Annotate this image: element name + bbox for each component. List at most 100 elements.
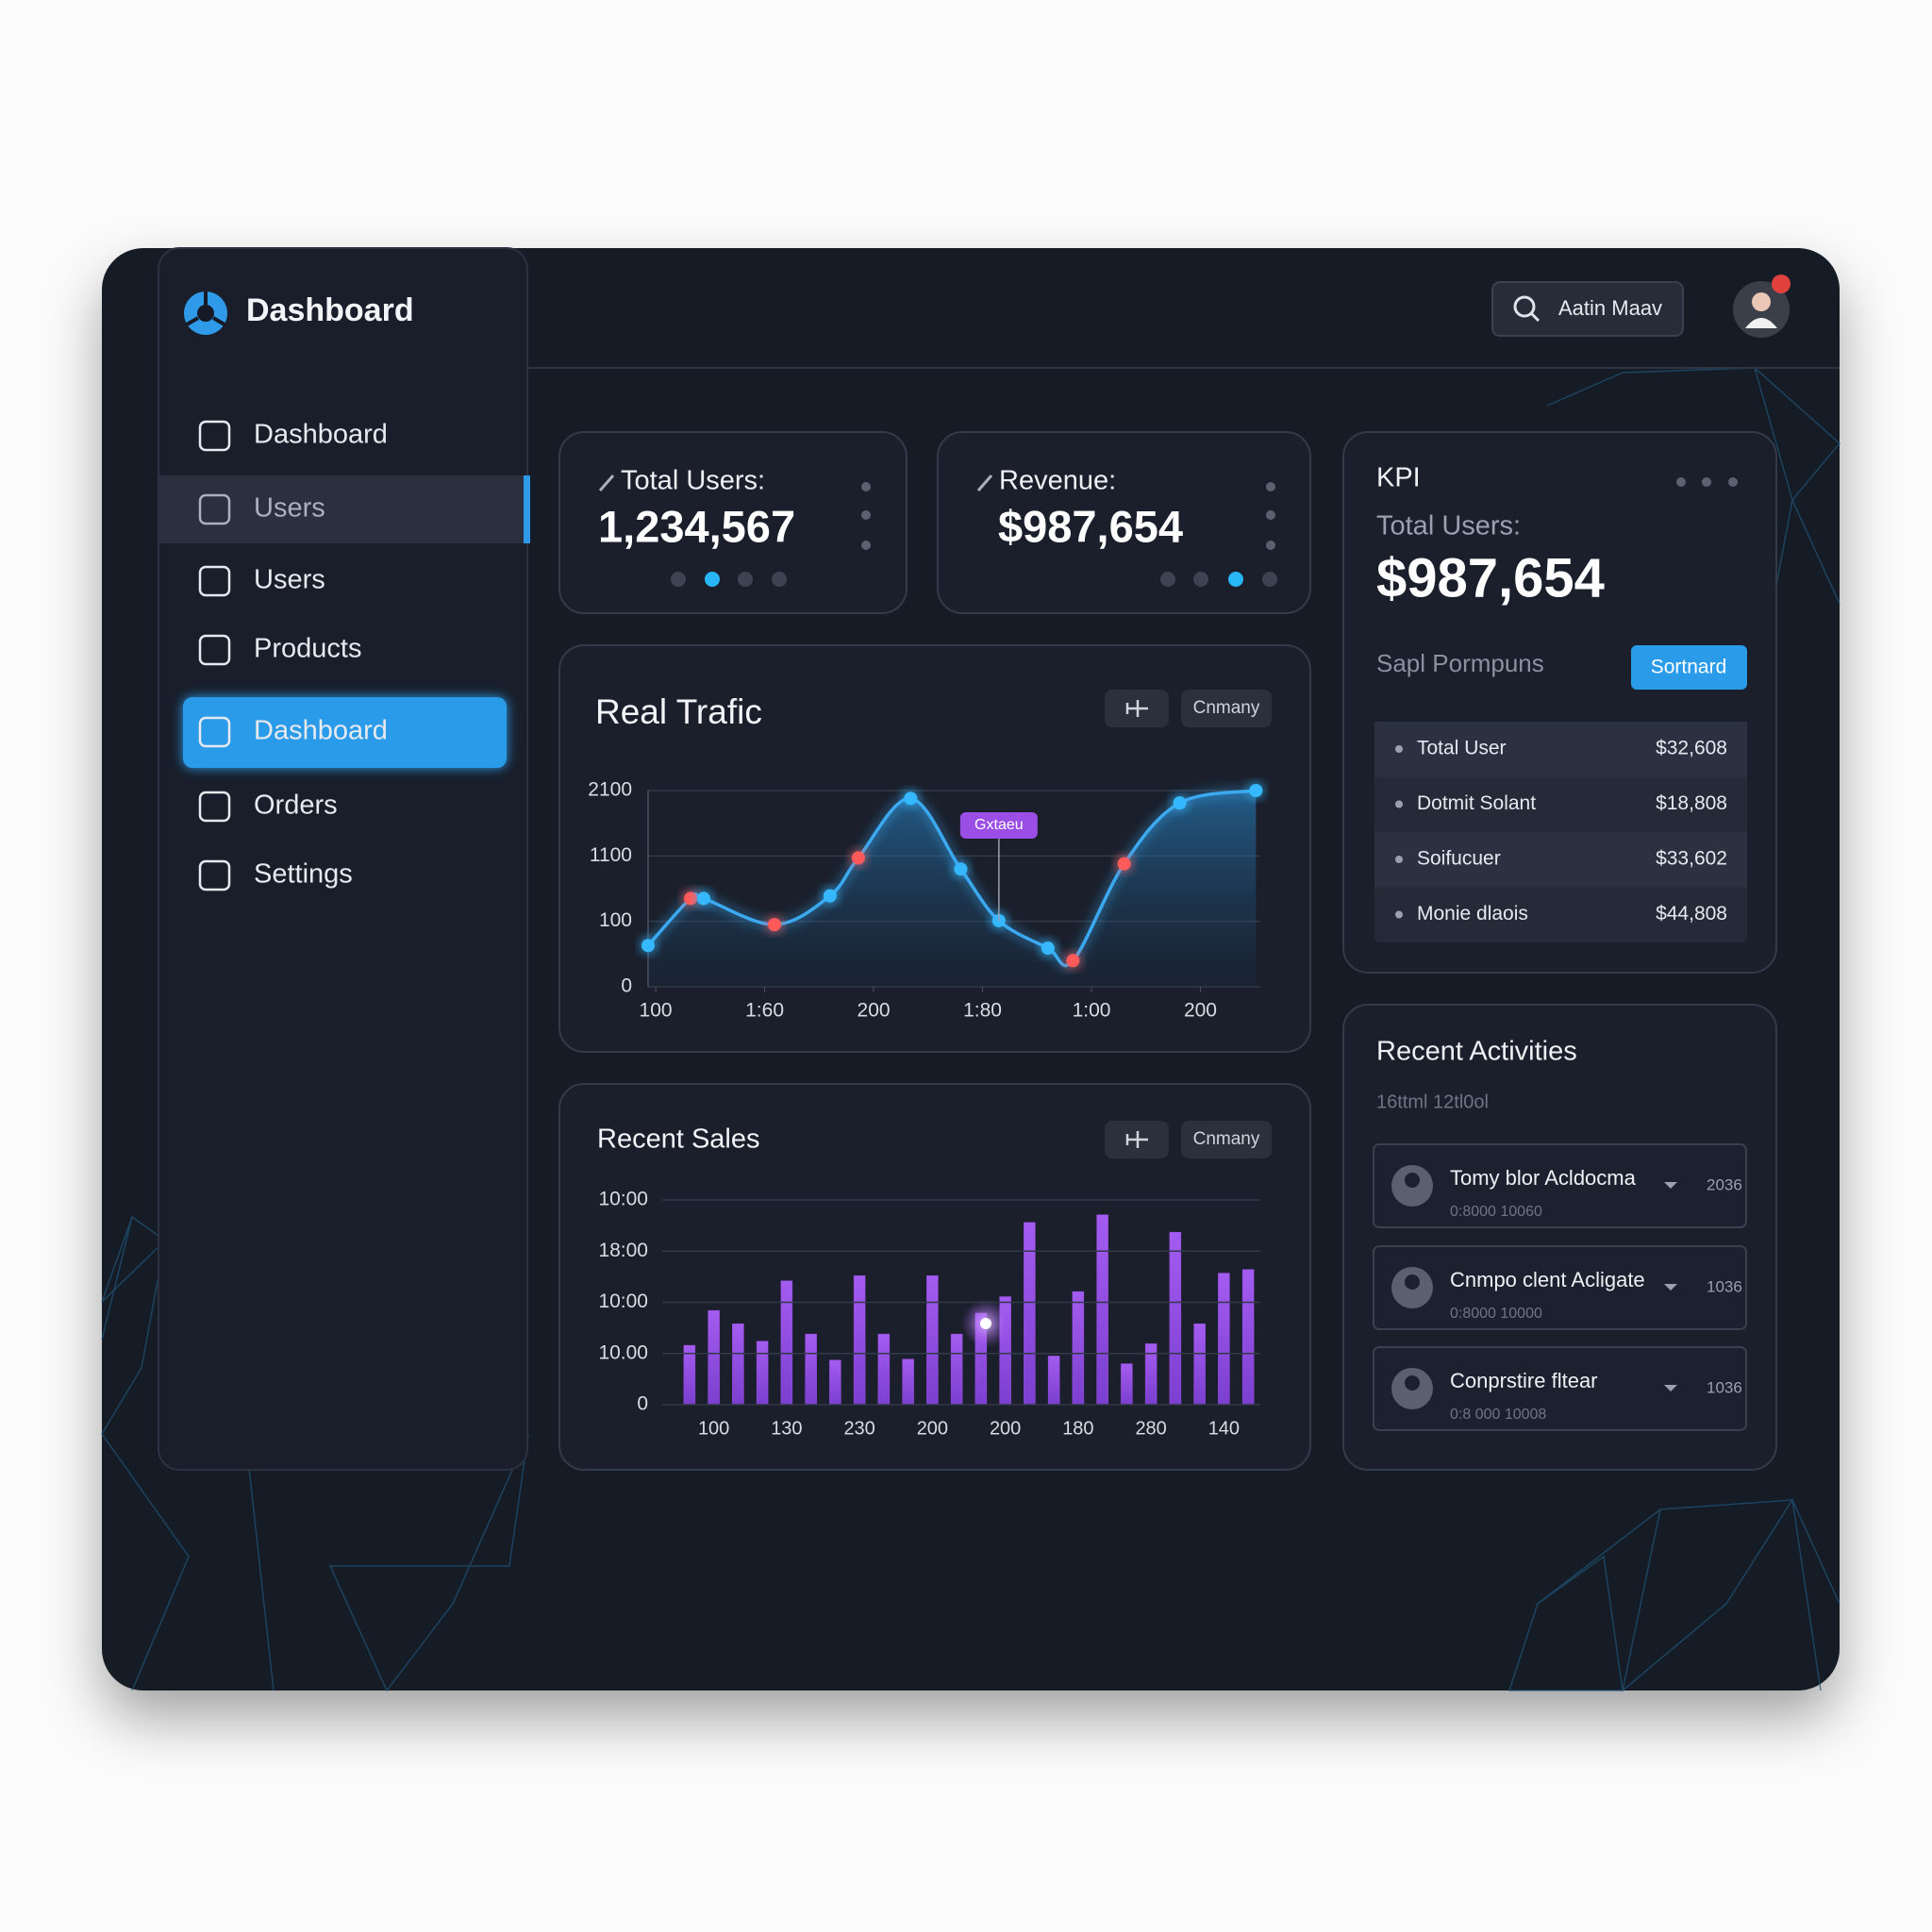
- point: [684, 891, 698, 906]
- bar: [1218, 1273, 1230, 1406]
- search-icon: [1513, 295, 1541, 323]
- sidebar: [158, 247, 528, 1471]
- nav-item[interactable]: Orders: [254, 791, 338, 821]
- nav-icon: [198, 493, 231, 525]
- bar: [780, 1280, 793, 1406]
- row-bullet: [1395, 745, 1403, 753]
- point: [1041, 941, 1055, 956]
- x-tick-label: 280: [1135, 1418, 1166, 1439]
- chart-button: [1181, 1121, 1272, 1158]
- nav-icon: [198, 634, 231, 666]
- kpi-row-value: $44,808: [1656, 903, 1727, 924]
- annotation-box: [959, 812, 1038, 839]
- menu-dot: [861, 482, 871, 491]
- kpi-label: Total Users:: [1376, 511, 1521, 541]
- send-icon: [1125, 1131, 1148, 1148]
- activity-item: [1373, 1346, 1747, 1431]
- nav-active: [183, 697, 507, 768]
- nav-item[interactable]: Products: [254, 634, 361, 664]
- bar: [1072, 1291, 1085, 1406]
- area-fill: [648, 791, 1257, 987]
- bar: [1047, 1356, 1060, 1406]
- activity-detail: 0:8 000 10008: [1450, 1407, 1546, 1423]
- y-tick-label: 0: [637, 1393, 648, 1415]
- point: [1249, 784, 1263, 797]
- page-dot: [738, 572, 753, 587]
- kpi-row-label: Dotmit Solant: [1417, 792, 1536, 814]
- nav-item[interactable]: Users: [254, 493, 325, 524]
- edit-icon: [598, 475, 615, 491]
- point: [641, 939, 655, 953]
- bar: [1121, 1363, 1133, 1406]
- nav-icon: [198, 859, 231, 891]
- activity-item: [1373, 1245, 1747, 1330]
- kpi-value: $987,654: [1376, 547, 1605, 608]
- stat-value: 1,234,567: [598, 501, 795, 551]
- activity-count: 1036: [1707, 1378, 1742, 1396]
- nav-indicator: [524, 475, 530, 543]
- kpi-row-band: [1374, 722, 1747, 777]
- point: [954, 862, 968, 876]
- activities-title: Recent Activities: [1376, 1037, 1577, 1067]
- edit-icon: [976, 475, 993, 491]
- nav-item[interactable]: Dashboard: [254, 420, 388, 450]
- send-icon: [1125, 700, 1148, 717]
- kpi-row-value: $18,808: [1656, 792, 1727, 814]
- search-box[interactable]: [1491, 281, 1684, 337]
- bar: [877, 1333, 891, 1406]
- kpi-row-band: [1374, 832, 1747, 888]
- page-dot: [1262, 572, 1277, 587]
- chart-button-text: Cnmany: [1193, 698, 1260, 718]
- menu-dot: [1702, 477, 1711, 487]
- bar: [950, 1333, 963, 1406]
- nav-item[interactable]: Dashboard: [254, 716, 388, 746]
- annotation-text: Gxtaeu: [974, 817, 1024, 833]
- y-tick-label: 10.00: [598, 1341, 648, 1363]
- chevron: [1664, 1284, 1677, 1291]
- activity-name: Conprstire fltear: [1450, 1369, 1598, 1392]
- bar: [683, 1344, 696, 1406]
- y-tick-label: 1100: [590, 844, 632, 866]
- page-dot: [1228, 572, 1243, 587]
- page-dot: [772, 572, 787, 587]
- activity-detail: 0:8000 10060: [1450, 1204, 1542, 1220]
- bar: [853, 1275, 866, 1406]
- kpi-row-value: $33,602: [1656, 848, 1727, 870]
- nav-icon: [198, 565, 231, 597]
- menu-dot: [1266, 482, 1275, 491]
- x-tick-label: 1:60: [745, 1000, 784, 1022]
- activity-count: 2036: [1707, 1175, 1742, 1193]
- activity-name: Cnmpo clent Acligate: [1450, 1268, 1645, 1291]
- kpi-row-label: Soifucuer: [1417, 848, 1501, 870]
- x-tick-label: 200: [990, 1418, 1021, 1439]
- bar: [1241, 1269, 1255, 1406]
- activity-name: Tomy blor Acldocma: [1450, 1166, 1637, 1190]
- nav-icon: [198, 791, 231, 823]
- bar: [708, 1309, 720, 1406]
- activity-avatar-head: [1405, 1375, 1420, 1391]
- menu-dot: [861, 510, 871, 520]
- bar: [732, 1324, 744, 1406]
- x-tick-label: 200: [1184, 1000, 1217, 1022]
- bar: [756, 1341, 769, 1406]
- x-tick-label: 100: [640, 1000, 673, 1022]
- page-dot: [1193, 572, 1208, 587]
- avatar[interactable]: [1733, 275, 1790, 338]
- y-tick-label: 2100: [588, 779, 632, 801]
- kpi-title: KPI: [1376, 463, 1421, 493]
- bar: [1096, 1214, 1108, 1406]
- x-tick-label: 1:00: [1073, 1000, 1111, 1022]
- kpi-button[interactable]: [1631, 645, 1747, 690]
- activity-count: 1036: [1707, 1277, 1742, 1295]
- bar: [829, 1359, 841, 1406]
- point: [851, 851, 865, 865]
- chevron: [1664, 1182, 1677, 1189]
- nav-item[interactable]: Settings: [254, 859, 353, 890]
- nav-item[interactable]: Users: [254, 565, 325, 595]
- stat-card: [558, 431, 908, 614]
- menu-dot: [1266, 510, 1275, 520]
- chart-button: [1181, 690, 1272, 727]
- y-tick-label: 10:00: [598, 1291, 648, 1312]
- kpi-button-text: Sortnard: [1651, 657, 1727, 678]
